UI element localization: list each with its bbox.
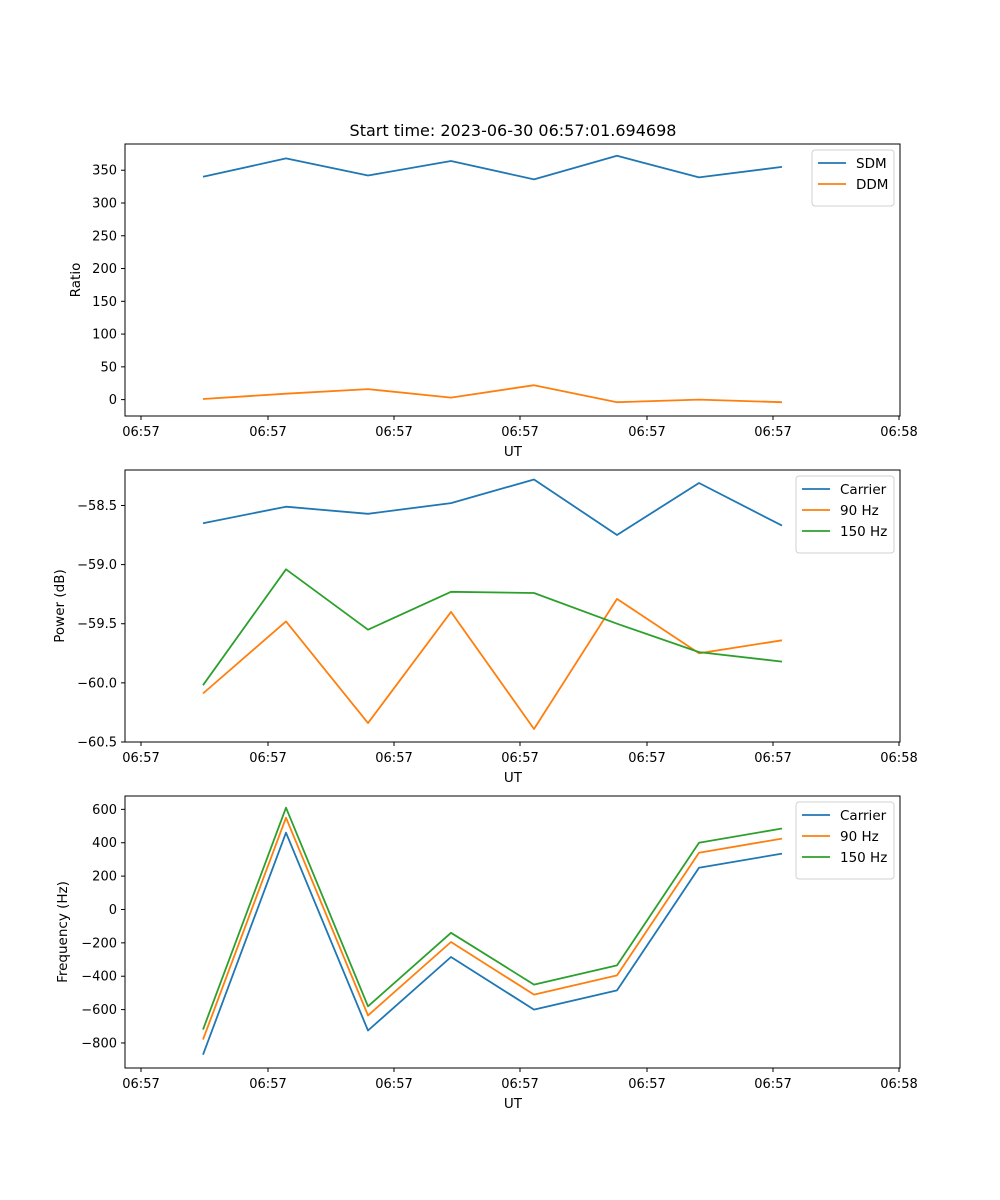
x-axis-label: UT (504, 1096, 523, 1112)
x-tick-label: 06:58 (880, 1077, 917, 1092)
y-tick-label: 0 (109, 903, 117, 918)
y-tick-label: 350 (92, 164, 117, 179)
x-tick-label: 06:57 (249, 1077, 286, 1092)
y-tick-label: −59.0 (77, 558, 117, 573)
series-line-150-hz (202, 568, 783, 686)
series-line-150-hz (202, 806, 783, 1030)
legend-box (795, 801, 895, 880)
x-tick-label: 06:57 (501, 1077, 538, 1092)
y-axis-label: Frequency (Hz) (55, 881, 71, 983)
x-tick-label: 06:58 (880, 425, 917, 440)
y-tick-label: 200 (92, 870, 117, 885)
x-tick-label: 06:57 (375, 425, 412, 440)
legend-box (811, 149, 895, 207)
y-axis-label: Ratio (68, 263, 84, 298)
x-tick-label: 06:57 (754, 751, 791, 766)
axes-frame (124, 469, 901, 743)
series-line-sdm (202, 154, 783, 181)
plot-area-frequency: 06:57 06:57 06:57 06:57 06:57 06:57 06:58 −800 −… (81, 795, 918, 1092)
series-line-carrier (202, 478, 783, 536)
y-tick-label: −400 (81, 970, 117, 985)
y-tick-label: −59.5 (77, 617, 117, 632)
x-tick-label: 06:57 (628, 751, 665, 766)
x-tick-label: 06:57 (501, 425, 538, 440)
legend-label: 90 Hz (840, 503, 879, 519)
subplot-ratio: Start time: 2023-06-30 06:57:01.694698 0… (68, 121, 918, 460)
legend: SDM DDM (811, 149, 895, 207)
x-tick-label: 06:57 (249, 751, 286, 766)
x-tick-label: 06:57 (249, 425, 286, 440)
plot-area-power: 06:57 06:57 06:57 06:57 06:57 06:57 06:58 −60.5… (77, 469, 918, 766)
y-tick-label: 600 (92, 803, 117, 818)
x-tick-label: 06:57 (122, 1077, 159, 1092)
y-tick-label: 250 (92, 229, 117, 244)
series-line-carrier (202, 831, 783, 1056)
chart-title: Start time: 2023-06-30 06:57:01.694698 (350, 121, 677, 140)
x-tick-label: 06:57 (628, 425, 665, 440)
y-tick-label: −200 (81, 936, 117, 951)
x-tick-label: 06:57 (754, 425, 791, 440)
y-axis-label: Power (dB) (52, 569, 68, 642)
y-tick-label: −60.5 (77, 736, 117, 751)
legend: Carrier 90 Hz 150 Hz (795, 801, 895, 880)
x-axis-label: UT (504, 444, 523, 460)
y-tick-label: −60.0 (77, 676, 117, 691)
x-tick-label: 06:58 (880, 751, 917, 766)
y-tick-label: −800 (81, 1036, 117, 1051)
y-tick-label: 0 (109, 393, 117, 408)
series-line-90-hz (202, 598, 783, 730)
subplot-power: 06:57 06:57 06:57 06:57 06:57 06:57 06:58 −60.5… (52, 469, 918, 786)
x-tick-label: 06:57 (501, 751, 538, 766)
y-tick-label: −600 (81, 1003, 117, 1018)
axes-frame (124, 795, 901, 1069)
y-tick-label: −58.5 (77, 499, 117, 514)
legend-box (795, 475, 895, 554)
y-tick-label: 400 (92, 836, 117, 851)
legend-label: DDM (856, 177, 888, 193)
legend-label: 150 Hz (840, 850, 887, 866)
axes-frame (124, 143, 901, 417)
plot-area-ratio: 06:57 06:57 06:57 06:57 06:57 06:57 06:58 0 50 10… (92, 143, 918, 440)
y-tick-label: 50 (100, 360, 117, 375)
series-line-ddm (202, 384, 783, 404)
series-line-90-hz (202, 816, 783, 1040)
legend-label: Carrier (840, 808, 887, 824)
x-tick-label: 06:57 (628, 1077, 665, 1092)
legend-label: SDM (856, 156, 887, 172)
legend-label: 150 Hz (840, 524, 887, 540)
x-tick-label: 06:57 (754, 1077, 791, 1092)
subplot-frequency: 06:57 06:57 06:57 06:57 06:57 06:57 06:58 −800 −… (55, 795, 918, 1112)
x-tick-label: 06:57 (375, 751, 412, 766)
x-tick-label: 06:57 (375, 1077, 412, 1092)
x-tick-label: 06:57 (122, 751, 159, 766)
y-tick-label: 100 (92, 328, 117, 343)
legend-label: 90 Hz (840, 829, 879, 845)
y-tick-label: 300 (92, 196, 117, 211)
x-tick-label: 06:57 (122, 425, 159, 440)
x-axis-label: UT (504, 770, 523, 786)
y-tick-label: 200 (92, 262, 117, 277)
legend-label: Carrier (840, 482, 887, 498)
y-tick-label: 150 (92, 295, 117, 310)
legend: Carrier 90 Hz 150 Hz (795, 475, 895, 554)
